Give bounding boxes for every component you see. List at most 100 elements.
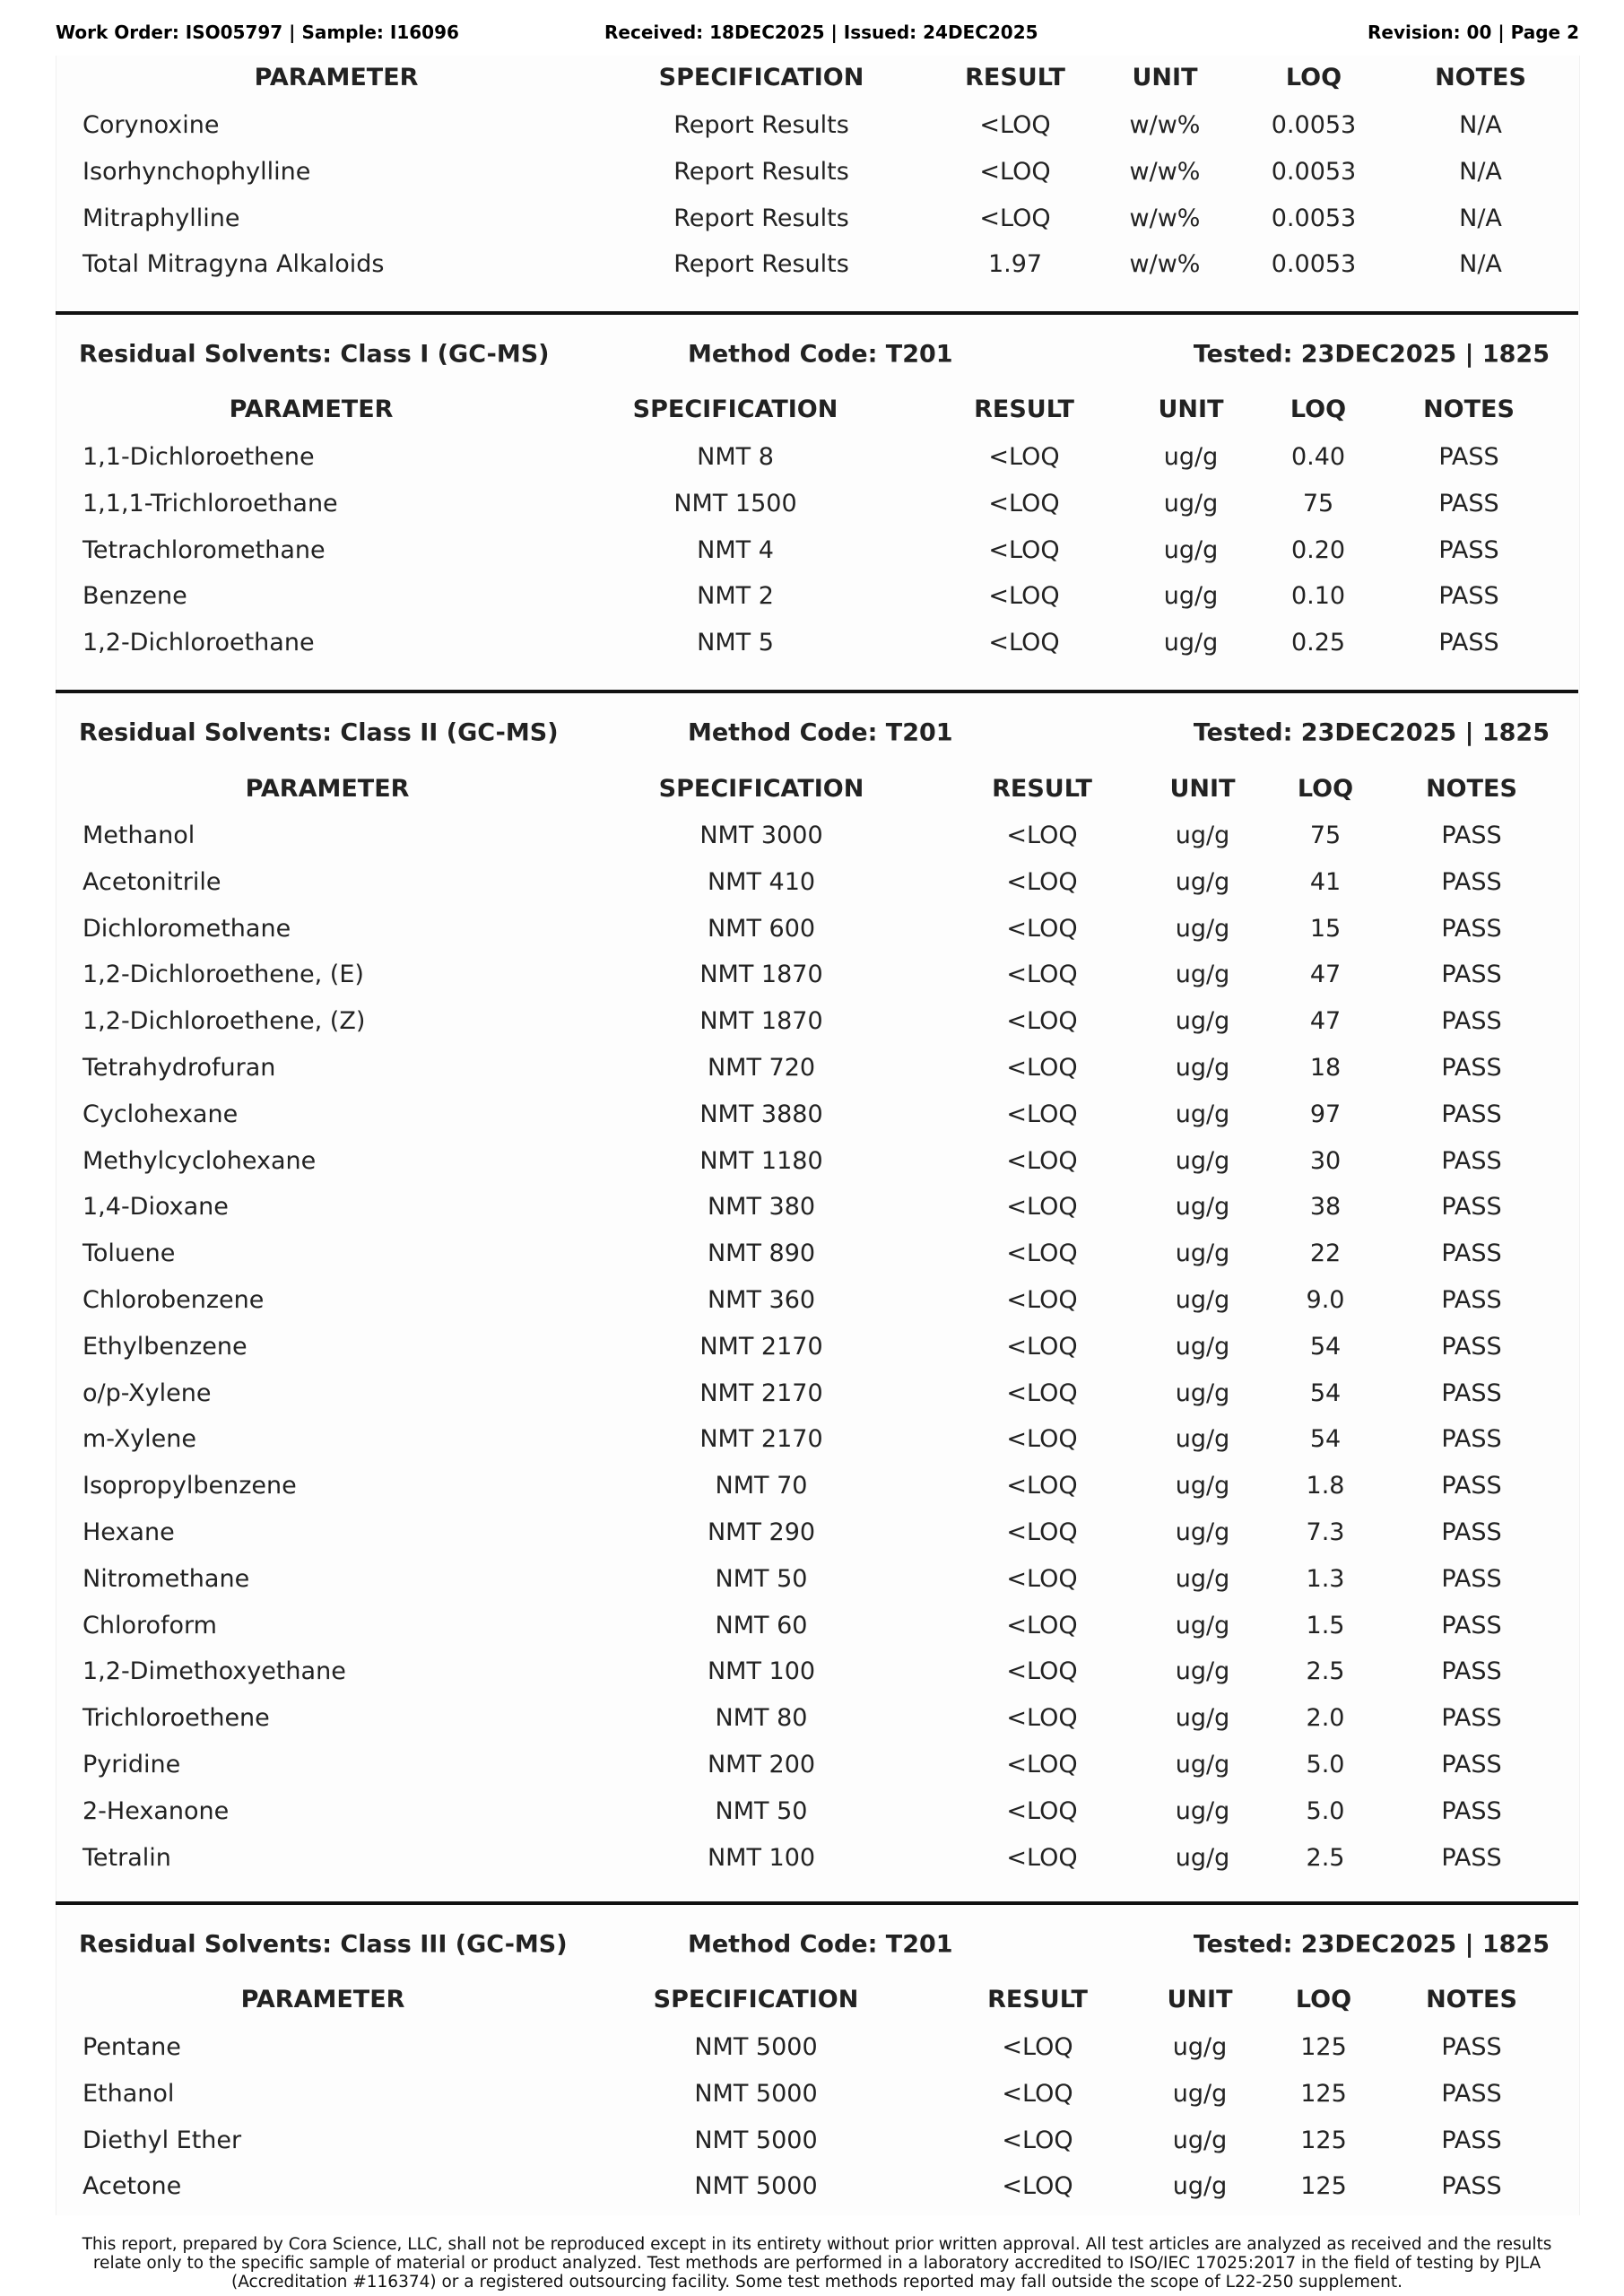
column-header-unit: UNIT bbox=[1158, 396, 1224, 423]
cell-notes: PASS bbox=[1441, 1751, 1502, 1779]
column-header-result: RESULT bbox=[974, 396, 1074, 423]
cell-unit: ug/g bbox=[1163, 535, 1219, 564]
cell-notes: PASS bbox=[1441, 1425, 1502, 1454]
cell-result: <LOQ bbox=[1002, 2033, 1073, 2061]
cell-notes: PASS bbox=[1441, 1518, 1502, 1546]
table-row: Total Mitragyna Alkaloids Report Results 1… bbox=[0, 247, 1624, 283]
cell-parameter: 1,2-Dimethoxyethane bbox=[83, 1657, 346, 1686]
cell-result: <LOQ bbox=[1006, 1100, 1078, 1128]
cell-loq: 0.25 bbox=[1290, 629, 1346, 657]
cell-notes: PASS bbox=[1441, 1239, 1502, 1268]
cell-unit: ug/g bbox=[1163, 629, 1219, 657]
cell-notes: PASS bbox=[1441, 1843, 1502, 1872]
table-row: Methanol NMT 3000 <LOQ ug/g 75 PASS bbox=[0, 818, 1624, 854]
cell-specification: NMT 600 bbox=[707, 914, 816, 943]
cell-result: <LOQ bbox=[979, 204, 1051, 232]
cell-specification: NMT 100 bbox=[707, 1843, 816, 1872]
cell-result: <LOQ bbox=[1006, 1378, 1078, 1407]
cell-loq: 54 bbox=[1309, 1332, 1342, 1361]
cell-loq: 5.0 bbox=[1306, 1751, 1345, 1779]
table-row: Hexane NMT 290 <LOQ ug/g 7.3 PASS bbox=[0, 1515, 1624, 1551]
cell-specification: NMT 60 bbox=[715, 1611, 808, 1639]
cell-specification: NMT 1870 bbox=[699, 961, 823, 989]
table-row: 1,2-Dimethoxyethane NMT 100 <LOQ ug/g 2.5 PAS… bbox=[0, 1654, 1624, 1690]
cell-unit: ug/g bbox=[1172, 2172, 1228, 2201]
cell-notes: PASS bbox=[1438, 582, 1499, 611]
cell-unit: w/w% bbox=[1129, 157, 1201, 186]
cell-notes: N/A bbox=[1459, 204, 1502, 232]
cell-result: <LOQ bbox=[1006, 914, 1078, 943]
cell-result: <LOQ bbox=[1006, 1518, 1078, 1546]
method-code: Method Code: T201 bbox=[688, 340, 953, 369]
cell-specification: NMT 3000 bbox=[699, 822, 823, 849]
cell-unit: ug/g bbox=[1175, 1843, 1230, 1872]
method-code: Method Code: T201 bbox=[688, 718, 953, 747]
cell-specification: NMT 8 bbox=[697, 443, 774, 471]
cell-unit: ug/g bbox=[1163, 443, 1219, 471]
work-order-sample: Work Order: ISO05797 | Sample: I16096 bbox=[56, 22, 459, 43]
cell-parameter: Ethylbenzene bbox=[83, 1332, 248, 1361]
cell-result: <LOQ bbox=[988, 443, 1060, 471]
cell-loq: 54 bbox=[1309, 1378, 1342, 1407]
results-section bbox=[56, 315, 1580, 690]
cell-notes: N/A bbox=[1459, 250, 1502, 279]
cell-specification: NMT 5000 bbox=[694, 2172, 818, 2201]
table-row: m-Xylene NMT 2170 <LOQ ug/g 54 PASS bbox=[0, 1422, 1624, 1457]
cell-loq: 75 bbox=[1309, 822, 1342, 849]
cell-loq: 1.8 bbox=[1306, 1472, 1345, 1500]
cell-result: <LOQ bbox=[979, 157, 1051, 186]
cell-specification: NMT 890 bbox=[707, 1239, 816, 1268]
cell-parameter: Acetone bbox=[83, 2172, 182, 2201]
table-header-row: PARAMETER SPECIFICATION RESULT UNIT LOQ NOTES bbox=[0, 392, 1624, 428]
table-header-row: PARAMETER SPECIFICATION RESULT UNIT LOQ NOTES bbox=[0, 1982, 1624, 2018]
cell-notes: PASS bbox=[1441, 1611, 1502, 1639]
cell-result: <LOQ bbox=[1006, 961, 1078, 989]
revision-page: Revision: 00 | Page 2 bbox=[1368, 22, 1579, 43]
cell-unit: w/w% bbox=[1129, 250, 1201, 279]
cell-notes: PASS bbox=[1441, 1054, 1502, 1082]
cell-notes: PASS bbox=[1441, 1193, 1502, 1222]
cell-parameter: Tetralin bbox=[83, 1843, 171, 1872]
cell-loq: 47 bbox=[1309, 961, 1342, 989]
cell-unit: ug/g bbox=[1175, 1332, 1230, 1361]
cell-unit: ug/g bbox=[1175, 1472, 1230, 1500]
cell-result: <LOQ bbox=[1006, 1843, 1078, 1872]
cell-specification: NMT 1180 bbox=[699, 1146, 823, 1175]
cell-unit: ug/g bbox=[1163, 582, 1219, 611]
cell-result: <LOQ bbox=[979, 111, 1051, 139]
cell-parameter: Chloroform bbox=[83, 1611, 217, 1639]
received-issued-dates: Received: 18DEC2025 | Issued: 24DEC2025 bbox=[604, 22, 1038, 43]
table-row: Chloroform NMT 60 <LOQ ug/g 1.5 PASS bbox=[0, 1608, 1624, 1644]
cell-specification: NMT 2 bbox=[697, 582, 774, 611]
cell-notes: PASS bbox=[1441, 2172, 1502, 2201]
cell-unit: ug/g bbox=[1163, 489, 1219, 517]
cell-specification: NMT 5000 bbox=[694, 2033, 818, 2061]
cell-loq: 75 bbox=[1302, 489, 1334, 517]
column-header-unit: UNIT bbox=[1167, 1986, 1233, 2013]
table-row: Chlorobenzene NMT 360 <LOQ ug/g 9.0 PASS bbox=[0, 1283, 1624, 1318]
cell-loq: 125 bbox=[1300, 2126, 1347, 2154]
cell-unit: ug/g bbox=[1175, 1518, 1230, 1546]
column-header-result: RESULT bbox=[992, 775, 1092, 803]
cell-loq: 97 bbox=[1309, 1100, 1342, 1128]
cell-parameter: 1,2-Dichloroethene, (E) bbox=[83, 961, 364, 989]
table-row: Ethanol NMT 5000 <LOQ ug/g 125 PASS bbox=[0, 2076, 1624, 2112]
cell-result: <LOQ bbox=[1006, 1564, 1078, 1593]
table-row: Diethyl Ether NMT 5000 <LOQ ug/g 125 PASS bbox=[0, 2123, 1624, 2159]
table-row: Cyclohexane NMT 3880 <LOQ ug/g 97 PASS bbox=[0, 1097, 1624, 1133]
cell-specification: NMT 80 bbox=[715, 1704, 808, 1733]
cell-result: <LOQ bbox=[1006, 1751, 1078, 1779]
column-header-unit: UNIT bbox=[1132, 64, 1198, 91]
cell-notes: PASS bbox=[1441, 1704, 1502, 1733]
cell-result: <LOQ bbox=[988, 535, 1060, 564]
cell-result: <LOQ bbox=[988, 489, 1060, 517]
cell-specification: NMT 50 bbox=[715, 1564, 808, 1593]
cell-parameter: 1,1-Dichloroethene bbox=[83, 443, 315, 471]
column-header-result: RESULT bbox=[987, 1986, 1088, 2013]
table-row: Trichloroethene NMT 80 <LOQ ug/g 2.0 PASS bbox=[0, 1700, 1624, 1736]
cell-parameter: Pyridine bbox=[83, 1751, 181, 1779]
cell-parameter: Dichloromethane bbox=[83, 914, 291, 943]
column-header-specification: SPECIFICATION bbox=[658, 775, 864, 803]
cell-notes: PASS bbox=[1438, 489, 1499, 517]
cell-parameter: 1,4-Dioxane bbox=[83, 1193, 229, 1222]
